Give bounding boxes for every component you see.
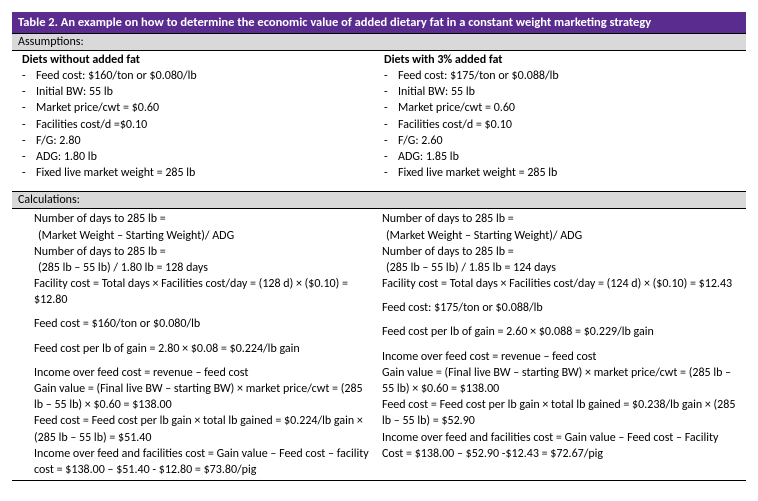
table-title: Table 2. An example on how to determine … bbox=[12, 12, 746, 33]
bullet-item: -Fixed live market weight = 285 lb bbox=[22, 165, 378, 181]
calc-line: Number of days to 285 lb = bbox=[382, 244, 736, 260]
calc-line: Feed cost per lb of gain = 2.60 × $0.088… bbox=[382, 324, 736, 340]
bullet-item: -Facilities cost/d = $0.10 bbox=[384, 117, 740, 133]
bullet-item: -Market price/cwt = $0.60 bbox=[22, 100, 378, 116]
calc-line: Income over feed and facilities cost = G… bbox=[382, 430, 736, 462]
calc-line: Facility cost = Total days × Facilities … bbox=[18, 276, 372, 308]
calc-line: (285 lb – 55 lb) / 1.80 lb = 128 days bbox=[18, 260, 372, 276]
calculations-header: Calculations: bbox=[12, 191, 746, 209]
calc-line: (285 lb – 55 lb) / 1.85 lb = 124 days bbox=[382, 260, 736, 276]
calc-line: Feed cost per lb of gain = 2.80 × $0.08 … bbox=[18, 341, 372, 357]
calc-left: Number of days to 285 lb =(Market Weight… bbox=[18, 211, 382, 478]
bullet-item: -Initial BW: 55 lb bbox=[384, 84, 740, 100]
bullet-item: -F/G: 2.60 bbox=[384, 133, 740, 149]
calc-right: Number of days to 285 lb =(Market Weight… bbox=[382, 211, 746, 478]
bullet-item: -Fixed live market weight = 285 lb bbox=[384, 165, 740, 181]
calc-line: Gain value = (Final live BW – starting B… bbox=[18, 381, 372, 413]
assumptions-right: Diets with 3% added fat -Feed cost: $175… bbox=[384, 53, 746, 181]
bullet-item: -ADG: 1.80 lb bbox=[22, 149, 378, 165]
calc-line: Feed cost = Feed cost per lb gain × tota… bbox=[18, 413, 372, 445]
calc-line: Income over feed and facilities cost = G… bbox=[18, 446, 372, 478]
bullet-item: -ADG: 1.85 lb bbox=[384, 149, 740, 165]
bullet-item: -Facilities cost/d =$0.10 bbox=[22, 117, 378, 133]
calc-line: Number of days to 285 lb = bbox=[18, 244, 372, 260]
calc-line: Income over feed cost = revenue – feed c… bbox=[382, 349, 736, 365]
assumptions-header: Assumptions: bbox=[12, 33, 746, 51]
bullet-item: -Market price/cwt = 0.60 bbox=[384, 100, 740, 116]
calc-line: Feed cost: $175/ton or $0.088/lb bbox=[382, 300, 736, 316]
right-diet-header: Diets with 3% added fat bbox=[384, 53, 740, 67]
calc-line: Number of days to 285 lb = bbox=[18, 211, 372, 227]
calc-line: Feed cost = $160/ton or $0.080/lb bbox=[18, 316, 372, 332]
calc-line: Feed cost = Feed cost per lb gain × tota… bbox=[382, 397, 736, 429]
bullet-item: -Feed cost: $160/ton or $0.080/lb bbox=[22, 68, 378, 84]
calc-line: (Market Weight – Starting Weight)/ ADG bbox=[382, 228, 736, 244]
calc-line: Number of days to 285 lb = bbox=[382, 211, 736, 227]
calc-line: Gain value = (Final live BW – starting B… bbox=[382, 365, 736, 397]
bullet-item: -F/G: 2.80 bbox=[22, 133, 378, 149]
bottom-rule bbox=[12, 480, 746, 481]
left-diet-header: Diets without added fat bbox=[22, 53, 378, 67]
bullet-item: -Feed cost: $175/ton or $0.088/lb bbox=[384, 68, 740, 84]
assumptions-left: Diets without added fat -Feed cost: $160… bbox=[22, 53, 384, 181]
calculations-body: Number of days to 285 lb =(Market Weight… bbox=[12, 209, 746, 478]
assumptions-body: Diets without added fat -Feed cost: $160… bbox=[12, 51, 746, 181]
calc-line: Facility cost = Total days × Facilities … bbox=[382, 276, 736, 292]
bullet-item: -Initial BW: 55 lb bbox=[22, 84, 378, 100]
calc-line: Income over feed cost = revenue – feed c… bbox=[18, 365, 372, 381]
calc-line: (Market Weight – Starting Weight)/ ADG bbox=[18, 228, 372, 244]
